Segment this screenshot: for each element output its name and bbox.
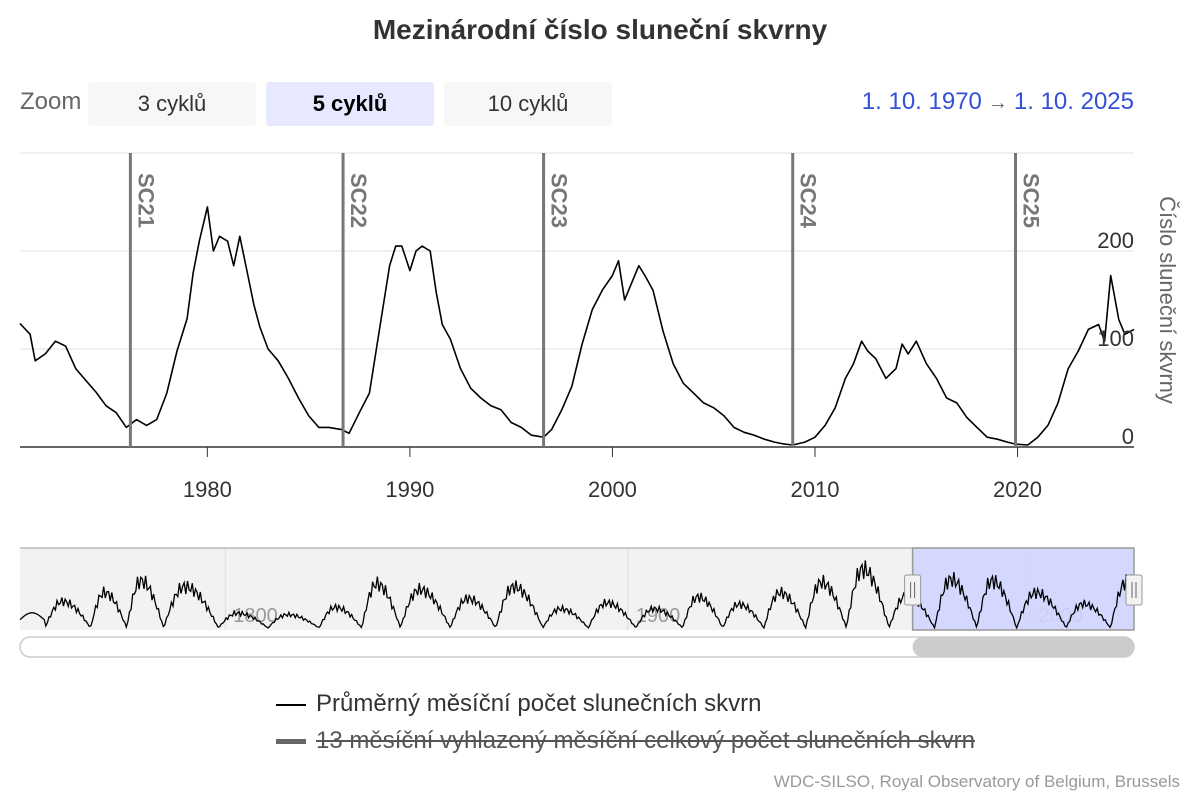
navigator-tick-label: 1800 (233, 605, 278, 627)
cycle-label: SC23 (547, 173, 572, 228)
navigator-selection (912, 548, 1134, 630)
x-tick-label: 2020 (993, 477, 1042, 502)
legend-swatch-smoothed (276, 739, 306, 745)
legend-label-smoothed: 13 měsíční vyhlazený měsíční celkový poč… (316, 727, 975, 754)
y-tick-label: 200 (1097, 228, 1134, 253)
series-line-monthly (19, 206, 1135, 446)
date-range[interactable]: 1. 10. 1970 → 1. 10. 2025 (862, 88, 1134, 116)
y-tick-label: 0 (1122, 424, 1134, 449)
scrollbar-thumb[interactable] (912, 637, 1134, 657)
cycle-label: SC24 (796, 173, 821, 229)
zoom-5-cycles-button[interactable]: 5 cyklů (266, 82, 434, 126)
chart-title: Mezinárodní číslo sluneční skvrny (372, 14, 828, 45)
zoom-3-cycles-button[interactable]: 3 cyklů (88, 82, 256, 126)
range-arrow-icon: → (987, 92, 1008, 114)
x-tick-label: 1990 (385, 477, 434, 502)
legend-label-monthly: Průměrný měsíční počet slunečních skvrn (316, 690, 762, 717)
cycle-label: SC25 (1019, 173, 1044, 228)
y-axis-title: Číslo sluneční skvrny (1155, 196, 1180, 404)
credit-text[interactable]: WDC-SILSO, Royal Observatory of Belgium,… (773, 772, 1180, 791)
cycle-label: SC21 (133, 173, 158, 228)
range-to[interactable]: 1. 10. 2025 (1013, 88, 1134, 115)
legend-swatch-monthly (276, 703, 306, 706)
zoom-label: Zoom (20, 88, 82, 115)
navigator-handle-left[interactable] (904, 574, 922, 606)
legend-item-smoothed[interactable]: 13 měsíční vyhlazený měsíční celkový poč… (276, 727, 975, 755)
navigator-series-line (19, 560, 1134, 630)
y-tick-label: 100 (1097, 326, 1134, 351)
cycle-label: SC22 (346, 173, 371, 228)
zoom-10-cycles-button[interactable]: 10 cyklů (444, 82, 612, 126)
x-tick-label: 2000 (588, 477, 637, 502)
range-from[interactable]: 1. 10. 1970 (861, 88, 982, 115)
legend-item-monthly[interactable]: Průměrný měsíční počet slunečních skvrn (276, 690, 762, 718)
x-tick-label: 2010 (791, 477, 840, 502)
x-tick-label: 1980 (183, 477, 232, 502)
navigator-handle-right[interactable] (1125, 574, 1143, 606)
